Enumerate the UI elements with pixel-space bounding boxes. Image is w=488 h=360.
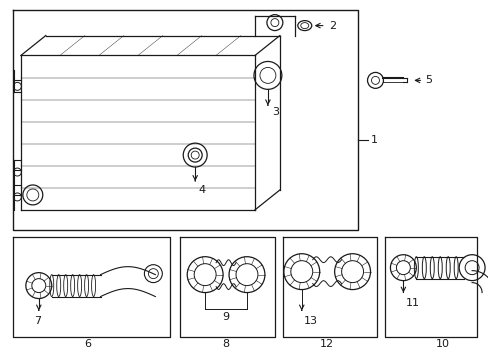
Text: 8: 8 xyxy=(222,339,229,349)
Text: 3: 3 xyxy=(271,107,278,117)
Text: 12: 12 xyxy=(320,339,334,349)
Text: 7: 7 xyxy=(34,316,41,327)
Text: 4: 4 xyxy=(198,185,205,195)
Text: 13: 13 xyxy=(303,316,317,327)
Text: 10: 10 xyxy=(435,339,449,349)
Text: 11: 11 xyxy=(405,297,419,307)
Text: 6: 6 xyxy=(84,339,91,349)
Text: 1: 1 xyxy=(370,135,377,145)
Text: 2: 2 xyxy=(328,21,335,31)
Text: 9: 9 xyxy=(222,312,229,323)
Text: 5: 5 xyxy=(425,75,431,85)
